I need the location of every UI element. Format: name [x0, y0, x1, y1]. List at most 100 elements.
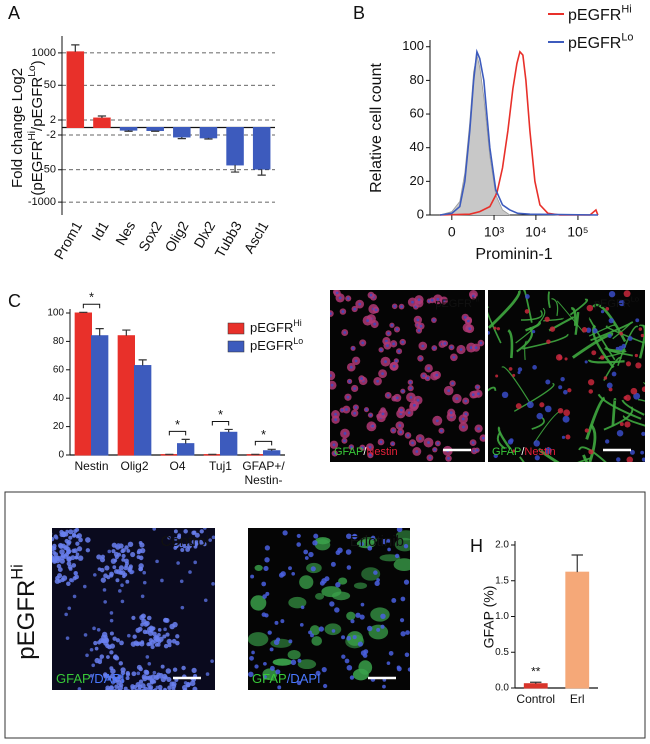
nucleus [165, 632, 170, 637]
stain-label-part: GFAP [252, 671, 287, 686]
legend-label: pEGFRLo [250, 336, 303, 353]
nucleus [452, 355, 456, 359]
nucleus [391, 428, 395, 432]
nucleus [135, 681, 141, 688]
nucleus [123, 689, 127, 690]
nucleus [157, 628, 162, 632]
nucleus [138, 690, 143, 695]
panel-letter: B [353, 3, 365, 23]
nucleus [332, 443, 336, 447]
nucleus [381, 372, 384, 376]
image-label-part: pEGFR [435, 298, 472, 310]
nucleus [153, 698, 157, 702]
nucleus [353, 411, 357, 415]
nucleus [65, 546, 71, 552]
nucleus [346, 297, 350, 300]
nucleus [350, 619, 355, 624]
nucleus [300, 605, 305, 610]
nucleus [89, 647, 94, 652]
nucleus [130, 551, 136, 558]
y-tick-label: 60 [53, 364, 65, 375]
stain-label-part: /DAPI [91, 671, 125, 686]
bar [91, 335, 109, 456]
nucleus [52, 550, 57, 555]
nucleus [366, 625, 373, 632]
cell [641, 386, 645, 393]
nucleus [72, 594, 77, 599]
process [585, 396, 606, 440]
nucleus [104, 565, 110, 571]
x-tick-label: GFAP+/Nestin- [242, 459, 285, 487]
nucleus [407, 667, 410, 672]
nucleus [199, 529, 204, 534]
x-tick-label: 10³ [484, 224, 505, 240]
nucleus [182, 689, 186, 690]
process [621, 399, 645, 416]
nucleus [191, 539, 197, 545]
nucleus [392, 364, 396, 368]
nucleus [52, 537, 55, 542]
nucleus [176, 561, 180, 565]
side-label-part: Hi [9, 564, 27, 579]
nucleus [386, 661, 391, 666]
nucleus [111, 680, 115, 685]
y-axis-label-part: /pEGFR [29, 77, 46, 131]
nucleus [346, 635, 351, 641]
nucleus [111, 699, 116, 704]
nucleus [459, 348, 463, 351]
stain-label-part: GFAP [492, 446, 521, 458]
nucleus [461, 417, 465, 421]
cell [330, 310, 334, 317]
cell [641, 457, 645, 462]
nucleus [391, 442, 395, 446]
nucleus [68, 529, 74, 535]
significance-label: * [261, 427, 266, 442]
x-tick-label: Id1 [88, 218, 112, 243]
cell [565, 434, 571, 440]
nucleus [109, 631, 114, 636]
nucleus [142, 629, 148, 635]
nucleus [419, 324, 423, 328]
nucleus [163, 643, 169, 649]
nucleus [182, 521, 187, 526]
nucleus [353, 307, 357, 311]
cell [592, 328, 598, 334]
nucleus [172, 667, 178, 672]
x-tick-label: 10⁵ [567, 224, 588, 240]
nucleus [335, 550, 341, 556]
nucleus [64, 538, 69, 544]
nucleus [144, 669, 149, 675]
nucleus [288, 566, 292, 571]
nucleus [353, 387, 357, 390]
nucleus [403, 543, 409, 549]
cell [493, 453, 498, 459]
nucleus [435, 419, 439, 423]
process [582, 454, 589, 462]
nucleus [330, 312, 332, 316]
nucleus [172, 621, 178, 628]
nucleus [77, 687, 82, 690]
nucleus [180, 605, 185, 610]
nucleus [291, 571, 296, 576]
nucleus [296, 533, 301, 539]
nucleus [399, 430, 403, 434]
nucleus [335, 582, 341, 588]
nucleus [202, 542, 207, 547]
nucleus [466, 319, 470, 323]
nucleus [373, 570, 378, 575]
y-tick-label: 2.0 [495, 540, 509, 551]
nucleus [149, 680, 154, 685]
x-tick-label: Olig2 [161, 218, 191, 254]
process [501, 366, 532, 405]
nucleus [343, 439, 346, 443]
process [551, 297, 559, 316]
cell [539, 402, 545, 408]
nucleus [127, 633, 131, 638]
nucleus [76, 533, 82, 539]
cell [512, 449, 516, 453]
nucleus [110, 673, 115, 679]
stain-label-part: /DAPI [287, 671, 321, 686]
y-tick-label: -50 [40, 164, 56, 176]
stain-label: GFAP/DAPI [56, 671, 125, 686]
stain-label-part: Nestin [366, 446, 397, 458]
